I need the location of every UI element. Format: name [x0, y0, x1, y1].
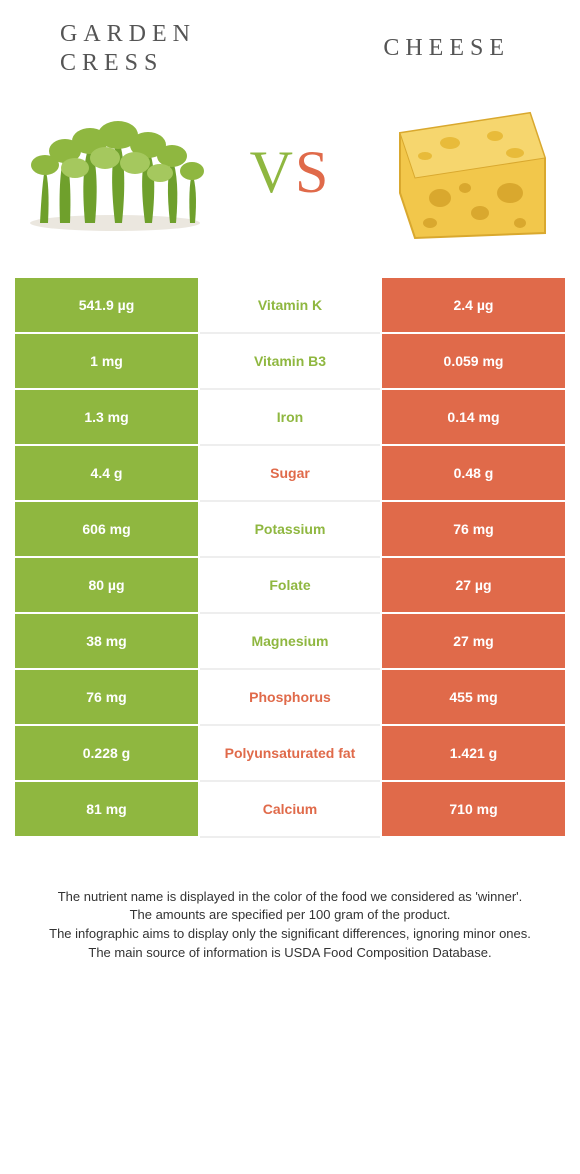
table-row: 80 µgFolate27 µg: [15, 558, 565, 614]
nutrient-label: Calcium: [200, 782, 380, 838]
table-row: 81 mgCalcium710 mg: [15, 782, 565, 838]
left-value: 4.4 g: [15, 446, 200, 502]
table-row: 606 mgPotassium76 mg: [15, 502, 565, 558]
cress-icon: [20, 113, 210, 233]
right-value: 0.48 g: [380, 446, 565, 502]
nutrient-table: 541.9 µgVitamin K2.4 µg1 mgVitamin B30.0…: [15, 278, 565, 838]
right-value: 1.421 g: [380, 726, 565, 782]
right-title: CHEESE: [285, 34, 540, 63]
right-value: 76 mg: [380, 502, 565, 558]
table-row: 4.4 gSugar0.48 g: [15, 446, 565, 502]
nutrient-label: Polyunsaturated fat: [200, 726, 380, 782]
left-value: 80 µg: [15, 558, 200, 614]
left-value: 541.9 µg: [15, 278, 200, 334]
nutrient-label: Iron: [200, 390, 380, 446]
right-value: 27 µg: [380, 558, 565, 614]
left-value: 38 mg: [15, 614, 200, 670]
nutrient-label: Magnesium: [200, 614, 380, 670]
footer-notes: The nutrient name is displayed in the co…: [0, 838, 580, 983]
left-value: 606 mg: [15, 502, 200, 558]
nutrient-label: Sugar: [200, 446, 380, 502]
table-row: 541.9 µgVitamin K2.4 µg: [15, 278, 565, 334]
nutrient-label: Potassium: [200, 502, 380, 558]
header: GARDEN CRESS CHEESE: [0, 0, 580, 88]
footer-line: The nutrient name is displayed in the co…: [30, 888, 550, 907]
left-value: 0.228 g: [15, 726, 200, 782]
right-value: 0.14 mg: [380, 390, 565, 446]
table-row: 1 mgVitamin B30.059 mg: [15, 334, 565, 390]
cheese-image: [365, 93, 565, 253]
left-value: 81 mg: [15, 782, 200, 838]
vs-label: VS: [250, 138, 331, 207]
left-value: 1 mg: [15, 334, 200, 390]
right-value: 27 mg: [380, 614, 565, 670]
nutrient-label: Vitamin B3: [200, 334, 380, 390]
footer-line: The amounts are specified per 100 gram o…: [30, 906, 550, 925]
table-row: 76 mgPhosphorus455 mg: [15, 670, 565, 726]
vs-s: S: [295, 139, 330, 205]
right-value: 2.4 µg: [380, 278, 565, 334]
left-title: GARDEN CRESS: [40, 20, 285, 78]
right-value: 710 mg: [380, 782, 565, 838]
cheese-icon: [370, 98, 560, 248]
footer-line: The infographic aims to display only the…: [30, 925, 550, 944]
nutrient-label: Phosphorus: [200, 670, 380, 726]
nutrient-label: Vitamin K: [200, 278, 380, 334]
vs-v: V: [250, 139, 295, 205]
footer-line: The main source of information is USDA F…: [30, 944, 550, 963]
left-value: 76 mg: [15, 670, 200, 726]
images-row: VS: [0, 88, 580, 278]
nutrient-label: Folate: [200, 558, 380, 614]
left-value: 1.3 mg: [15, 390, 200, 446]
table-row: 38 mgMagnesium27 mg: [15, 614, 565, 670]
table-row: 0.228 gPolyunsaturated fat1.421 g: [15, 726, 565, 782]
right-value: 0.059 mg: [380, 334, 565, 390]
table-row: 1.3 mgIron0.14 mg: [15, 390, 565, 446]
right-value: 455 mg: [380, 670, 565, 726]
garden-cress-image: [15, 93, 215, 253]
